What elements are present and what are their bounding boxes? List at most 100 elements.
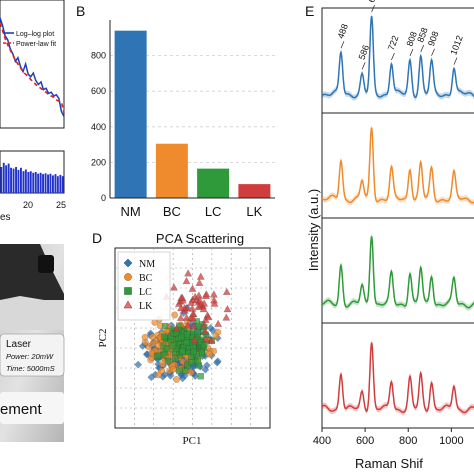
a-xtick-25: 25 <box>56 200 66 210</box>
point-lk <box>207 336 216 344</box>
histogram-bar <box>39 172 42 193</box>
y-tick-label: 0 <box>101 193 106 203</box>
peak-leader <box>431 48 435 56</box>
histogram-bar <box>22 171 25 193</box>
x-tick-label-lc: LC <box>205 204 222 219</box>
point-lc <box>194 357 202 365</box>
histogram-bar <box>54 174 57 193</box>
histogram-bar <box>52 175 54 193</box>
panel-letter-e: E <box>305 3 314 19</box>
spectrum-frame-bc <box>321 112 474 219</box>
spectrum-line-bc <box>321 127 474 204</box>
y-tick-label: 600 <box>91 86 106 96</box>
point-lc <box>164 357 172 365</box>
point-lk <box>199 304 208 313</box>
point-lk <box>194 302 203 311</box>
point-lk <box>182 276 191 285</box>
histogram-bar <box>12 168 15 193</box>
photo-base <box>0 300 64 330</box>
scatter-ylabel: PC2 <box>97 329 109 348</box>
peak-label: 858 <box>415 26 430 44</box>
panel-d: D PCA Scattering NM BC LC LK PC2 PC1 <box>92 230 271 447</box>
point-bc <box>141 333 149 341</box>
peak-leader <box>409 48 414 57</box>
histogram-bar <box>42 174 44 193</box>
histogram-bar <box>17 169 20 193</box>
point-lk <box>202 290 211 298</box>
point-lc <box>188 359 195 366</box>
raman-spectra: 4885866307228088589081012 <box>321 0 474 429</box>
panel-a-upper-frame <box>0 0 65 129</box>
histogram-bar <box>7 163 10 193</box>
scatter-legend: NM BC LC LK <box>117 251 171 321</box>
histogram-bar <box>20 167 22 193</box>
point-lk <box>191 292 200 300</box>
scatter-points <box>134 269 232 383</box>
peak-leader <box>391 52 395 61</box>
peak-leader <box>361 62 366 70</box>
point-lk <box>182 313 191 321</box>
spectrum-line-lc <box>321 236 474 309</box>
legend-bc-label: BC <box>139 273 153 284</box>
histogram-bar <box>37 173 40 193</box>
point-lc <box>162 322 169 330</box>
point-lk <box>176 313 185 321</box>
x-tick-label-lk: LK <box>246 204 262 219</box>
point-lk <box>200 321 209 329</box>
peak-leader <box>420 44 425 53</box>
panel-e: E Intensity (a.u.) 488 586 630 722808858908… <box>305 0 474 471</box>
laser-power-text: Power: 20mW <box>6 352 54 361</box>
point-lk <box>170 283 178 291</box>
point-lk <box>188 284 197 292</box>
photo-caption-fragment: ement <box>0 401 43 418</box>
histogram-bar <box>32 172 35 193</box>
point-lk <box>195 278 204 286</box>
panel-b-yticks: 0 200 400 600 800 <box>91 51 106 203</box>
point-lk <box>210 296 218 304</box>
point-lc <box>178 333 185 341</box>
panel-letter-b: B <box>76 3 85 19</box>
point-lk <box>214 319 223 327</box>
scatter-xlabel: PC1 <box>183 435 202 447</box>
point-bc <box>212 332 220 340</box>
panel-b-bars <box>114 30 271 199</box>
legend-bc-marker <box>124 273 132 281</box>
point-lk <box>204 313 213 321</box>
caption-box <box>0 392 64 424</box>
bar-lc <box>197 168 230 198</box>
point-bc <box>158 360 166 368</box>
bar-nm <box>114 30 147 199</box>
point-lk <box>190 335 199 344</box>
power-law-fit-line <box>0 22 65 113</box>
point-nm <box>206 324 215 332</box>
bar-bc <box>155 143 188 198</box>
histogram-bar <box>0 167 3 193</box>
histogram-bar <box>5 165 8 193</box>
histogram-bar <box>15 167 17 193</box>
point-lc <box>176 367 183 374</box>
x-tick-label-bc: BC <box>163 204 181 219</box>
point-lk <box>210 299 219 307</box>
raman-ylabel: Intensity (a.u.) <box>306 189 321 271</box>
point-nm <box>166 371 175 380</box>
point-nm <box>134 360 143 369</box>
panel-b-xticks: NM BC LC LK <box>121 204 263 219</box>
point-lk <box>195 296 204 304</box>
panel-a: Log–log plot Power-law fit 20 25 es <box>0 0 66 223</box>
point-lc <box>190 348 197 356</box>
panel-a-lower-frame <box>0 150 65 194</box>
point-bc <box>149 333 156 341</box>
point-bc <box>148 349 155 357</box>
histogram-bar <box>59 174 62 193</box>
laser-label: Laser <box>6 339 32 350</box>
device-photo: Laser Power: 20mW Time: 5000mS ement <box>0 244 65 442</box>
point-lk <box>201 327 210 335</box>
point-lk <box>187 298 196 306</box>
peak-label: 808 <box>404 30 419 48</box>
point-lk <box>196 272 205 280</box>
legend-fit-label: Power-law fit <box>16 41 56 48</box>
histogram-bar <box>47 174 49 193</box>
histogram-bar <box>61 176 64 193</box>
point-nm <box>213 357 222 366</box>
